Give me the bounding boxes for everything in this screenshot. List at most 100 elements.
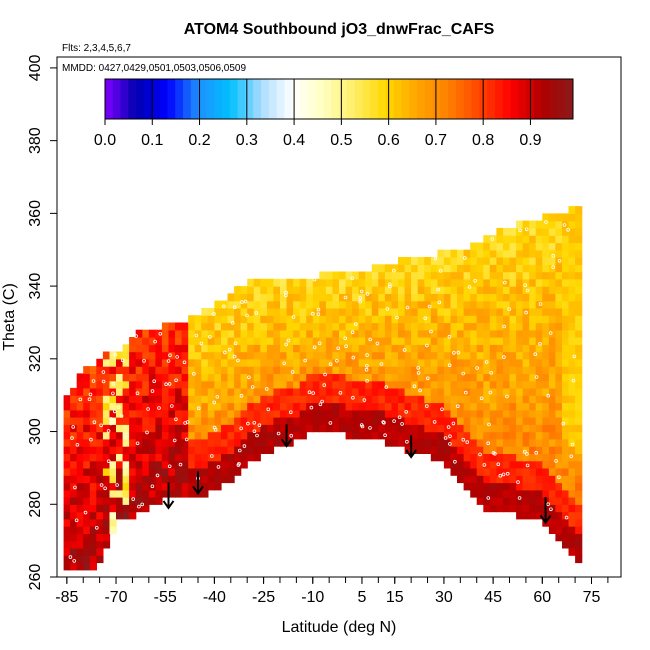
heatmap-cell	[214, 387, 222, 396]
heatmap-cell	[339, 380, 347, 389]
heatmap-cell	[548, 518, 557, 527]
track-point	[166, 359, 171, 363]
heatmap-cell	[568, 257, 576, 265]
heatmap-cell	[358, 402, 366, 411]
heatmap-cell	[96, 504, 104, 513]
colorbar-segment	[237, 79, 246, 119]
heatmap-cell	[286, 358, 294, 367]
heatmap-cell	[404, 351, 412, 360]
colorbar-tick-label: 0.1	[141, 132, 163, 149]
heatmap-cell	[70, 460, 78, 469]
heatmap-cell	[371, 351, 379, 360]
heatmap-cell	[161, 409, 170, 418]
heatmap-cell	[299, 300, 307, 309]
heatmap-cell	[391, 424, 399, 433]
heatmap-cell	[148, 337, 156, 345]
colorbar-segment	[463, 79, 473, 119]
heatmap-cell	[391, 366, 399, 374]
track-point	[448, 442, 452, 446]
heatmap-cell	[555, 293, 563, 302]
track-point	[338, 390, 343, 395]
track-point	[232, 354, 237, 359]
heatmap-cell	[142, 344, 150, 353]
heatmap-cell	[404, 337, 412, 345]
track-point	[344, 344, 348, 349]
heatmap-cell	[89, 438, 97, 447]
heatmap-cell	[378, 322, 386, 331]
heatmap-cell	[240, 424, 248, 433]
heatmap-cell	[463, 402, 471, 411]
heatmap-cell	[188, 460, 196, 469]
heatmap-cell	[542, 315, 550, 324]
heatmap-cell	[148, 417, 156, 425]
heatmap-cell	[509, 351, 517, 360]
heatmap-cell	[562, 358, 570, 367]
track-point	[405, 439, 409, 444]
heatmap-cell	[207, 351, 215, 360]
heatmap-cell	[489, 373, 497, 382]
track-point	[467, 285, 472, 289]
heatmap-cell	[555, 446, 563, 454]
heatmap-cell	[542, 242, 550, 251]
heatmap-cell	[312, 366, 320, 374]
heatmap-cell	[496, 438, 504, 447]
heatmap-cell	[175, 329, 183, 338]
heatmap-cell	[398, 351, 406, 360]
heatmap-cell	[417, 380, 425, 389]
heatmap-cell	[260, 402, 268, 411]
heatmap-cell	[214, 453, 222, 462]
heatmap-cell	[404, 286, 412, 294]
heatmap-cell	[476, 337, 484, 345]
heatmap-cell	[489, 460, 497, 469]
heatmap-cell	[109, 518, 117, 527]
heatmap-cell	[286, 322, 294, 331]
heatmap-cell	[562, 337, 570, 345]
heatmap-cell	[575, 344, 583, 353]
heatmap-cell	[234, 402, 242, 411]
heatmap-cell	[293, 344, 301, 353]
heatmap-cell	[378, 395, 386, 404]
heatmap-cell	[476, 358, 484, 367]
heatmap-cell	[155, 358, 163, 367]
heatmap-cell	[293, 358, 301, 367]
track-point	[501, 472, 506, 477]
heatmap-cell	[168, 358, 176, 367]
heatmap-cell	[352, 395, 360, 404]
heatmap-cell	[109, 373, 117, 382]
heatmap-cell	[562, 424, 570, 433]
heatmap-cell	[443, 446, 452, 454]
heatmap-cell	[450, 417, 458, 425]
heatmap-cell	[122, 409, 130, 418]
heatmap-cell	[509, 424, 517, 433]
heatmap-cell	[234, 366, 242, 374]
track-point	[255, 433, 259, 438]
heatmap-cell	[417, 344, 425, 353]
heatmap-cell	[398, 424, 406, 433]
heatmap-cell	[83, 511, 91, 520]
heatmap-cell	[483, 424, 491, 433]
x-tick-label: -40	[203, 589, 226, 606]
heatmap-cell	[562, 235, 570, 244]
heatmap-cell	[306, 322, 314, 331]
heatmap-cell	[509, 373, 517, 382]
heatmap-cell	[188, 467, 196, 476]
track-point	[309, 405, 314, 410]
heatmap-cell	[457, 249, 465, 258]
heatmap-cell	[312, 329, 320, 338]
colorbar-segment	[128, 79, 137, 119]
heatmap-cell	[339, 271, 347, 280]
track-point	[155, 473, 160, 478]
heatmap-cell	[358, 300, 366, 309]
heatmap-cell	[293, 431, 301, 440]
heatmap-cell	[142, 373, 150, 382]
heatmap-cell	[522, 220, 530, 229]
heatmap-cell	[221, 438, 229, 447]
heatmap-cell	[562, 475, 570, 484]
heatmap-cell	[266, 380, 275, 389]
heatmap-cell	[503, 286, 511, 294]
heatmap-cell	[221, 373, 229, 382]
heatmap-cell	[568, 366, 576, 374]
heatmap-cell	[332, 380, 340, 389]
heatmap-cell	[207, 358, 215, 367]
heatmap-cell	[214, 373, 222, 382]
